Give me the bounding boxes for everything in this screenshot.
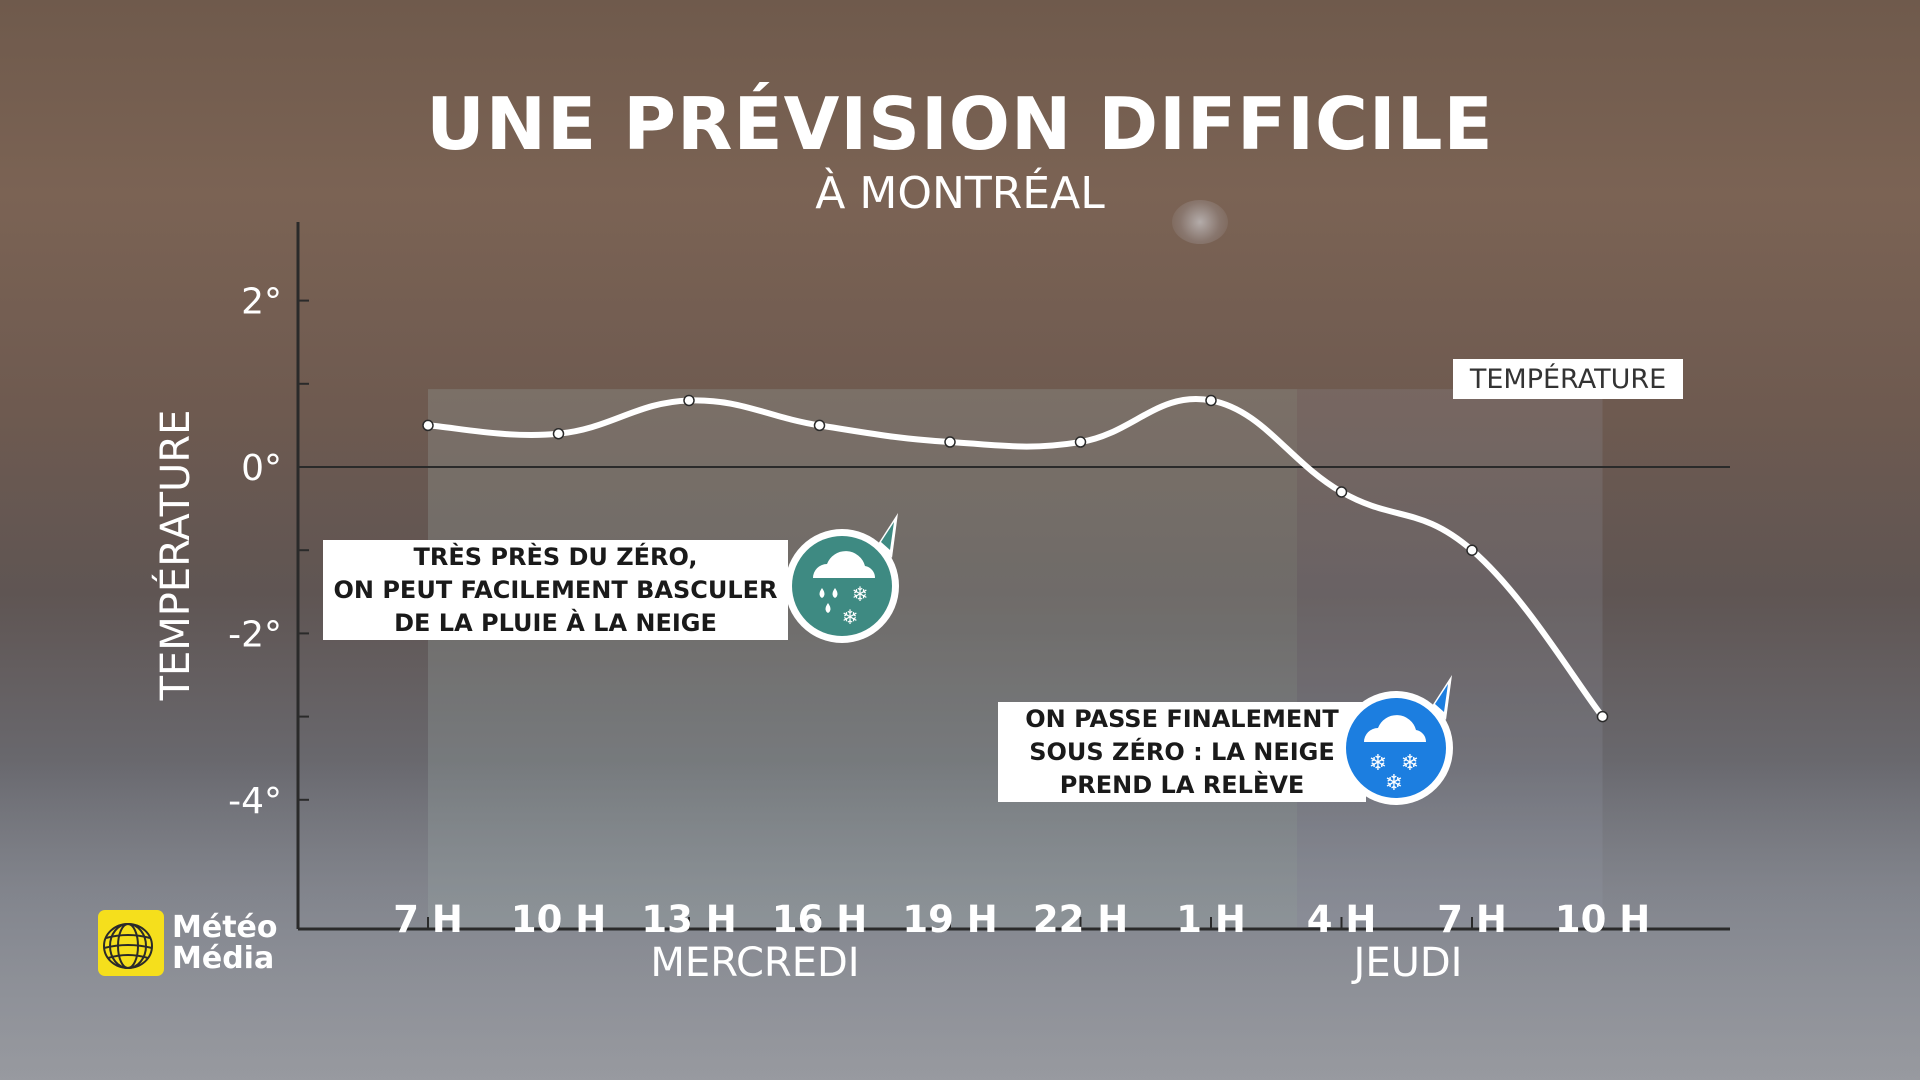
legend-entry: TEMPÉRATURE <box>1453 359 1683 399</box>
background-sun <box>1172 200 1228 244</box>
svg-text:❄: ❄ <box>842 605 859 629</box>
y-tick-label: -2° <box>228 614 282 655</box>
day-label-mercredi: MERCREDI <box>650 940 860 986</box>
background-snowfield <box>0 760 1920 1080</box>
period-band-rain-snow <box>428 389 1297 929</box>
chart-subtitle: À MONTRÉAL <box>815 168 1105 219</box>
x-tick-label: 16 H <box>772 898 867 941</box>
logo-line1: Météo <box>172 910 278 945</box>
data-point <box>1466 544 1478 556</box>
y-tick-label: -4° <box>228 781 282 822</box>
x-tick-label: 22 H <box>1033 898 1128 941</box>
callout-line: PREND LA RELÈVE <box>1059 770 1305 799</box>
x-tick-label: 4 H <box>1307 898 1377 941</box>
logo-line2: Média <box>172 941 275 976</box>
y-tick-label: 0° <box>241 448 282 489</box>
data-point <box>1205 394 1217 407</box>
x-tick-label: 1 H <box>1176 898 1246 941</box>
data-point <box>422 419 434 432</box>
y-axis-label: TEMPÉRATURE <box>153 409 199 701</box>
callout-line: ON PASSE FINALEMENT <box>1025 704 1339 733</box>
x-tick-label: 13 H <box>641 898 736 941</box>
day-label-jeudi: JEUDI <box>1353 940 1463 986</box>
svg-text:❄: ❄ <box>852 582 869 606</box>
meteomedia-logo: Météo Média <box>98 910 288 980</box>
svg-text:❄: ❄ <box>1385 771 1403 796</box>
callout-line: DE LA PLUIE À LA NEIGE <box>394 608 717 637</box>
x-tick-label: 7 H <box>393 898 463 941</box>
callout-line: ON PEUT FACILEMENT BASCULER <box>333 575 778 604</box>
y-tick-label: 2° <box>241 282 282 323</box>
data-point <box>552 427 565 440</box>
period-band-snow <box>1297 389 1603 929</box>
data-point <box>683 394 695 407</box>
svg-text:❄: ❄ <box>1369 751 1387 776</box>
svg-text:❄: ❄ <box>1401 751 1419 776</box>
data-point <box>1335 486 1348 498</box>
data-point <box>1596 710 1609 723</box>
data-point <box>813 419 826 432</box>
callout-line: SOUS ZÉRO : LA NEIGE <box>1029 737 1335 766</box>
globe-icon <box>98 910 164 976</box>
data-point <box>1074 436 1087 448</box>
callout-line: TRÈS PRÈS DU ZÉRO, <box>413 542 698 571</box>
chart-title: UNE PRÉVISION DIFFICILE <box>426 82 1494 166</box>
x-tick-label: 7 H <box>1437 898 1507 941</box>
x-tick-label: 10 H <box>1555 898 1650 941</box>
callout-snow: ON PASSE FINALEMENT SOUS ZÉRO : LA NEIGE… <box>998 702 1366 802</box>
snow-icon: ❄ ❄ ❄ <box>1339 675 1453 805</box>
rain-snow-icon: ❄ ❄ <box>785 513 899 643</box>
x-tick-label: 10 H <box>511 898 606 941</box>
x-tick-label: 19 H <box>902 898 997 941</box>
temperature-line <box>425 396 1606 720</box>
data-point <box>944 436 956 448</box>
callout-rain-snow: TRÈS PRÈS DU ZÉRO, ON PEUT FACILEMENT BA… <box>323 540 788 640</box>
